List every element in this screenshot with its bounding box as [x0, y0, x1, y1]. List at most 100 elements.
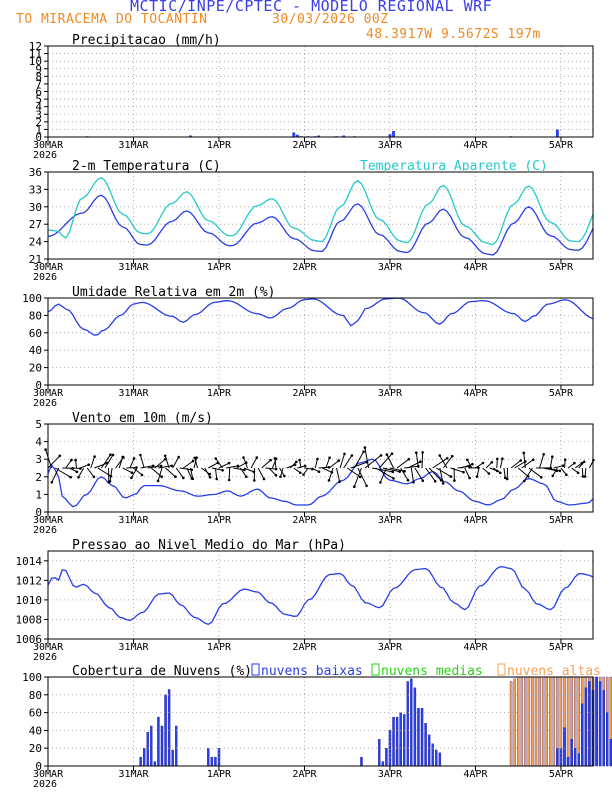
clouds-bar [531, 676, 534, 767]
wind-arrowhead [302, 473, 305, 476]
wind-arrowhead [298, 458, 301, 462]
wind-vector-arrow [584, 467, 587, 477]
wind-arrowhead [412, 480, 415, 484]
temp-ytick-label: 24 [29, 236, 43, 249]
clouds-bar [378, 739, 381, 767]
rh-series-line [47, 297, 594, 336]
wind-vector-arrow [492, 467, 501, 474]
precip-ytick-label: 10 [29, 55, 42, 68]
clouds-bar [563, 727, 566, 767]
wind-arrowhead [551, 455, 554, 459]
wind-vector-arrow [268, 467, 277, 476]
wind-arrowhead [191, 477, 195, 481]
clouds-bar [524, 676, 527, 767]
wind-vector-arrow [353, 451, 365, 469]
wind-vector-arrow [194, 457, 199, 469]
wind-arrowhead [221, 469, 224, 472]
clouds-xtick-label: 2APR [292, 769, 317, 780]
precip-bar [189, 135, 192, 137]
wind-vector-arrow [396, 458, 410, 469]
clouds-year-label: 2026 [33, 779, 57, 790]
wind-ytick-label: 2 [35, 471, 42, 484]
wind-vector-arrow [328, 467, 334, 481]
clouds-bar [577, 753, 580, 767]
clouds-bar [399, 712, 402, 767]
wind-xtick-label: 2APR [292, 515, 317, 526]
wind-arrowhead [253, 479, 256, 482]
clouds-xtick-label: 1APR [207, 769, 232, 780]
clouds-bar [573, 748, 577, 767]
wind-arrowhead [501, 457, 504, 461]
wind-vector-arrow [226, 465, 238, 469]
wind-vector-arrow [304, 467, 313, 470]
wind-arrowhead [519, 459, 522, 462]
precip-xtick-label: 2APR [292, 140, 317, 151]
wind-arrowhead [242, 456, 245, 459]
precip-bar [292, 132, 296, 137]
wind-arrowhead [385, 453, 389, 456]
wind-vector-arrow [442, 455, 453, 469]
press-frame [47, 550, 594, 640]
wind-ytick-label: 3 [35, 453, 42, 466]
wind-vector-arrow [75, 460, 77, 469]
wind-vector-arrow [118, 456, 124, 469]
wind-vector-arrow [581, 467, 584, 477]
clouds-bar [538, 676, 541, 767]
wind-arrowhead [303, 464, 307, 468]
clouds-bar [210, 756, 214, 767]
precip-ytick-label: 11 [29, 48, 42, 61]
wind-arrowhead [316, 457, 319, 461]
clouds-bar [157, 716, 160, 767]
wind-vector-arrow [499, 458, 503, 469]
clouds-bar [406, 681, 409, 767]
clouds-ytick-label: 100 [22, 671, 42, 684]
wind-arrowhead [362, 450, 365, 454]
wind-arrowhead [406, 478, 410, 482]
wind-arrowhead [75, 470, 79, 474]
wind-arrowhead [523, 479, 526, 483]
wind-arrowhead [499, 471, 502, 475]
clouds-bar [360, 756, 363, 767]
precip-ytick-label: 7 [35, 78, 42, 91]
wind-arrowhead [441, 482, 445, 485]
wind-vector-arrow [379, 467, 387, 483]
wind-series-line [47, 458, 594, 508]
legend-swatch [251, 663, 260, 676]
wind-vector-arrow [175, 467, 184, 479]
wind-arrowhead [328, 456, 331, 460]
clouds-xtick-label: 3APR [378, 769, 403, 780]
press-xtick-label: 3APR [378, 642, 403, 653]
precip-ytick-label: 9 [35, 63, 42, 76]
clouds-ytick-label: 20 [29, 742, 42, 755]
wind-vector-arrow [293, 467, 301, 474]
clouds-bar [410, 678, 413, 767]
wind-vector-arrow [208, 462, 219, 469]
clouds-bar [142, 748, 146, 767]
wind-vector-arrow [286, 464, 296, 469]
wind-vector-arrow [314, 458, 318, 469]
wind-vector-arrow [140, 465, 154, 469]
wind-arrowhead [77, 476, 80, 479]
wind-xtick-label: 3APR [378, 515, 403, 526]
wind-vector-arrow [78, 467, 85, 478]
clouds-bar [577, 676, 580, 767]
wind-arrowhead [540, 476, 543, 479]
wind-arrowhead [503, 476, 507, 480]
wind-vector-arrow [45, 449, 53, 469]
wind-arrowhead [576, 471, 580, 475]
precip-xtick-label: 1APR [207, 140, 232, 151]
wind-vector-arrow [450, 467, 464, 473]
wind-arrowhead [582, 460, 586, 464]
wind-vector-arrow [414, 467, 424, 481]
wind-vector-arrow [51, 467, 60, 483]
wind-vector-arrow [578, 461, 585, 469]
wind-vector-arrow [179, 467, 192, 471]
wind-arrowhead [279, 475, 282, 479]
wind-vector-arrow [299, 460, 302, 469]
wind-vector-arrow [336, 467, 341, 482]
wind-arrowhead [531, 458, 535, 462]
wind-vector-arrow [147, 465, 162, 469]
wind-vector-arrow [243, 457, 248, 469]
clouds-bar [420, 708, 424, 767]
